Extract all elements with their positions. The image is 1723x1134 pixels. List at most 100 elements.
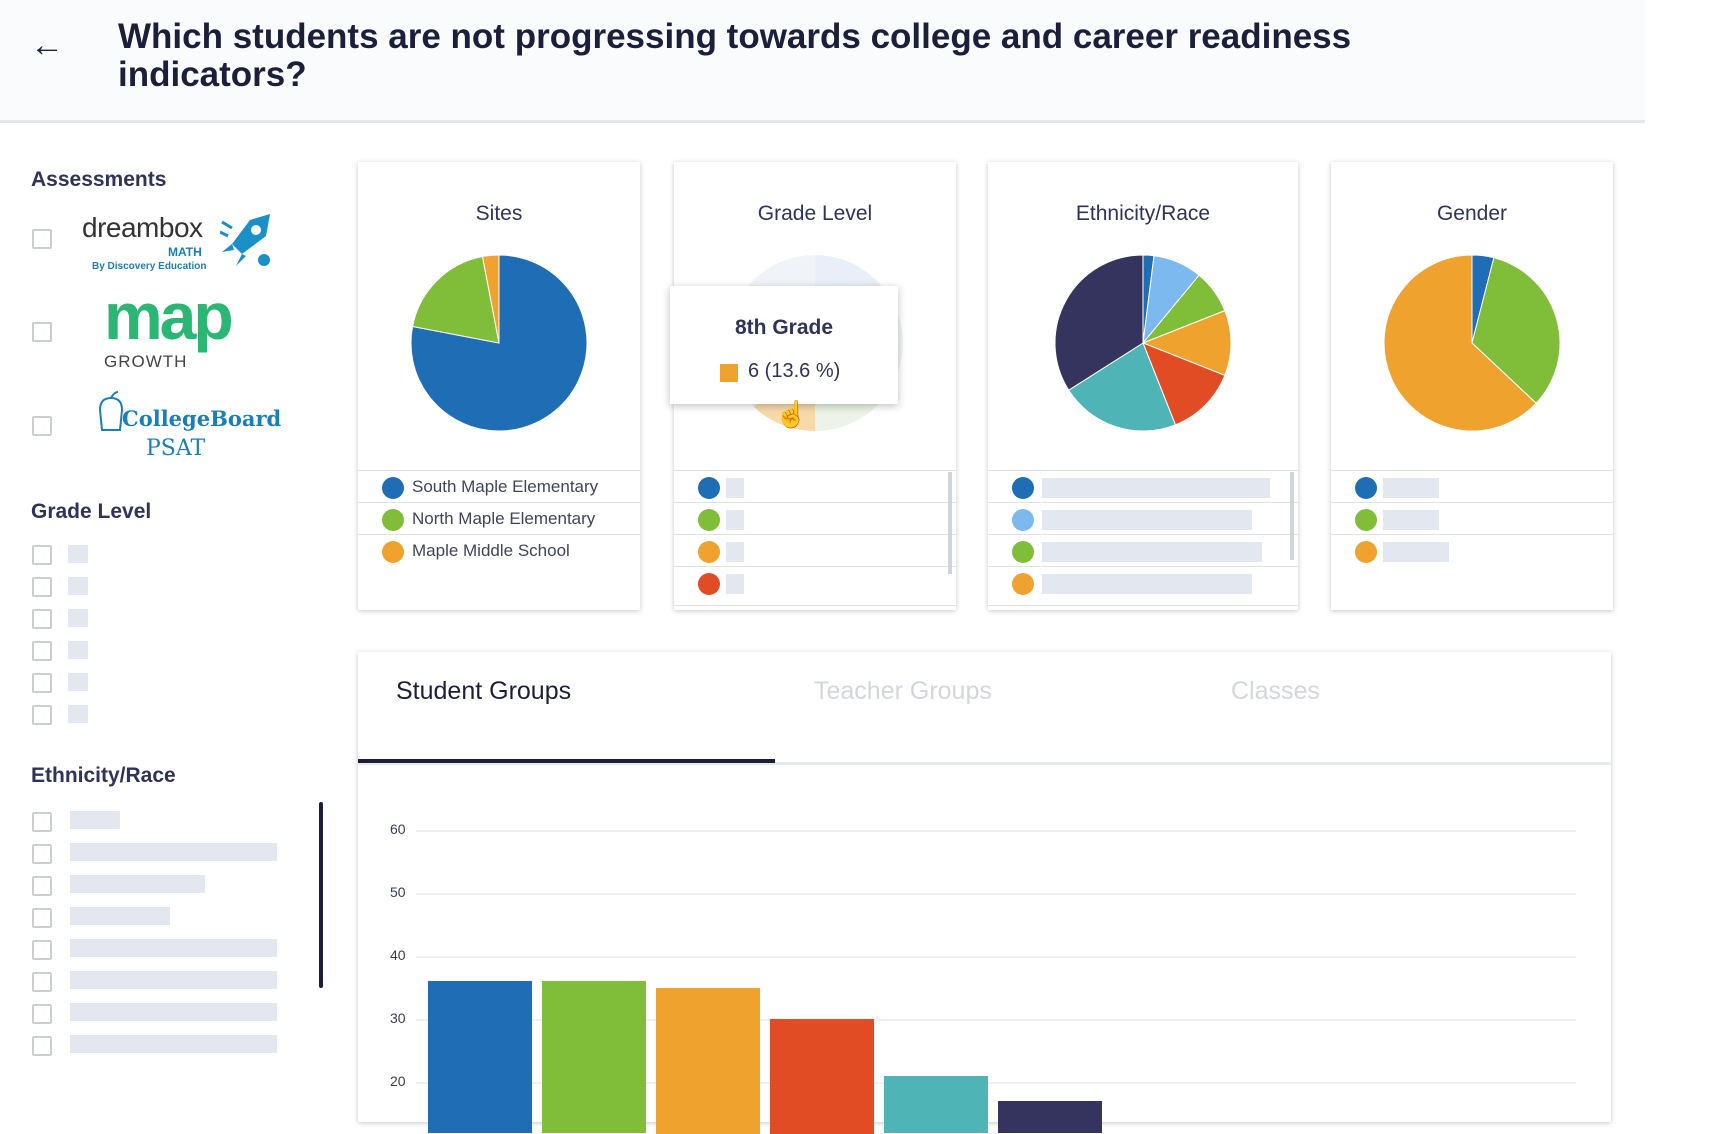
legend-label: North Maple Elementary	[412, 509, 596, 528]
ethnicity-checkbox[interactable]	[32, 1004, 52, 1024]
legend-dot	[1355, 541, 1377, 563]
tooltip: 8th Grade 6 (13.6 %)	[670, 286, 898, 404]
dreambox-logo: dreambox MATH By Discovery Education	[82, 212, 282, 272]
bar[interactable]	[770, 1019, 874, 1134]
legend-item-south-maple[interactable]: South Maple Elementary	[358, 470, 640, 503]
pie-slice[interactable]	[1068, 342, 1177, 432]
legend-label-placeholder	[726, 574, 744, 594]
gridline	[416, 893, 1576, 895]
grade-label-placeholder	[68, 705, 88, 723]
bar[interactable]	[542, 981, 646, 1134]
legend-label: Maple Middle School	[412, 541, 570, 560]
grade-checkbox[interactable]	[32, 609, 52, 629]
y-tick-label: 50	[390, 884, 406, 900]
ethnicity-checkbox[interactable]	[32, 940, 52, 960]
legend-item[interactable]	[988, 470, 1298, 503]
bar[interactable]	[884, 1075, 988, 1134]
legend-dot	[382, 477, 404, 499]
legend-item[interactable]	[674, 470, 956, 503]
legend-item[interactable]	[674, 502, 956, 535]
sidebar-scrollbar[interactable]	[319, 802, 323, 988]
legend-label-placeholder	[1042, 574, 1252, 594]
groups-panel: Student Groups Teacher Groups Classes 60…	[358, 652, 1611, 1134]
grade-filter-list	[30, 543, 110, 733]
legend-dot	[698, 509, 720, 531]
legend-label-placeholder	[1383, 510, 1439, 530]
pie-slice[interactable]	[1471, 257, 1561, 404]
ethnicity-checkbox[interactable]	[32, 972, 52, 992]
gridline	[416, 956, 1576, 958]
legend-item[interactable]	[674, 566, 956, 606]
ethnicity-checkbox[interactable]	[32, 876, 52, 896]
ethnicity-label-placeholder	[70, 1003, 277, 1021]
pie-slice[interactable]	[1054, 254, 1144, 391]
legend-item-north-maple[interactable]: North Maple Elementary	[358, 502, 640, 535]
legend-dot	[382, 541, 404, 563]
grade-checkbox[interactable]	[32, 545, 52, 565]
legend-dot	[1012, 573, 1034, 595]
gender-pie-chart	[1383, 254, 1561, 432]
legend-dot	[1355, 477, 1377, 499]
legend-scrollbar[interactable]	[1290, 472, 1294, 560]
bar[interactable]	[656, 987, 760, 1134]
gridline	[416, 1019, 1576, 1021]
pie-slice[interactable]	[411, 255, 500, 344]
legend-item[interactable]	[988, 534, 1298, 567]
ethnicity-label-placeholder	[70, 971, 277, 989]
grade-label-placeholder	[68, 641, 88, 659]
y-tick-label: 30	[390, 1010, 406, 1026]
legend-item[interactable]	[674, 534, 956, 567]
ethnicity-checkbox[interactable]	[32, 908, 52, 928]
tooltip-swatch	[720, 364, 738, 382]
legend-dot	[1012, 509, 1034, 531]
legend-dot	[382, 509, 404, 531]
assessment-checkbox-map[interactable]	[32, 322, 52, 342]
sites-card: Sites South Maple Elementary North Maple…	[358, 162, 640, 610]
assessments-heading: Assessments	[31, 168, 167, 191]
legend-item-maple-middle[interactable]: Maple Middle School	[358, 534, 640, 567]
legend-label-placeholder	[1042, 478, 1270, 498]
page-title: Which students are not progressing towar…	[118, 17, 1352, 94]
legend-item[interactable]	[988, 566, 1298, 606]
ethnicity-checkbox[interactable]	[32, 844, 52, 864]
legend-dot	[698, 541, 720, 563]
tab-student-groups[interactable]: Student Groups	[396, 677, 572, 705]
ethnicity-label-placeholder	[70, 843, 277, 861]
y-tick-label: 20	[390, 1073, 406, 1089]
tab-classes[interactable]: Classes	[1231, 677, 1320, 705]
legend-label-placeholder	[726, 478, 744, 498]
ethnicity-checkbox[interactable]	[32, 1036, 52, 1056]
legend-item[interactable]	[1331, 502, 1613, 535]
legend-scrollbar[interactable]	[948, 472, 952, 574]
ethnicity-label-placeholder	[70, 907, 170, 925]
page-header	[0, 0, 1645, 123]
collegeboard-psat-logo: CollegeBoard PSAT	[96, 388, 281, 461]
assessment-checkbox-collegeboard[interactable]	[32, 416, 52, 436]
grade-checkbox[interactable]	[32, 641, 52, 661]
gender-card-title: Gender	[1436, 202, 1508, 225]
bar[interactable]	[998, 1100, 1102, 1134]
legend-label: South Maple Elementary	[412, 477, 599, 496]
pie-slice[interactable]	[1142, 342, 1226, 426]
grade-checkbox[interactable]	[32, 673, 52, 693]
tab-teacher-groups[interactable]: Teacher Groups	[814, 677, 992, 705]
pie-slice[interactable]	[1141, 309, 1232, 377]
legend-dot	[698, 573, 720, 595]
pie-slice[interactable]	[1383, 254, 1537, 432]
arrow-left-icon[interactable]: ←	[30, 26, 64, 64]
bar[interactable]	[428, 981, 532, 1134]
legend-label-placeholder	[1383, 478, 1439, 498]
grade-checkbox[interactable]	[32, 577, 52, 597]
tooltip-value: 6 (13.6 %)	[748, 360, 841, 382]
pie-slice[interactable]	[481, 254, 500, 344]
ethnicity-checkbox[interactable]	[32, 812, 52, 832]
legend-item[interactable]	[988, 502, 1298, 535]
grade-checkbox[interactable]	[32, 705, 52, 725]
assessment-checkbox-dreambox[interactable]	[32, 229, 52, 249]
legend-item[interactable]	[1331, 470, 1613, 503]
ethnicity-label-placeholder	[70, 1035, 277, 1053]
grade-level-card-title: Grade Level	[757, 202, 873, 225]
ethnicity-race-card: Ethnicity/Race	[988, 162, 1298, 610]
legend-item[interactable]	[1331, 534, 1613, 567]
map-growth-logo: map GROWTH	[104, 279, 234, 371]
